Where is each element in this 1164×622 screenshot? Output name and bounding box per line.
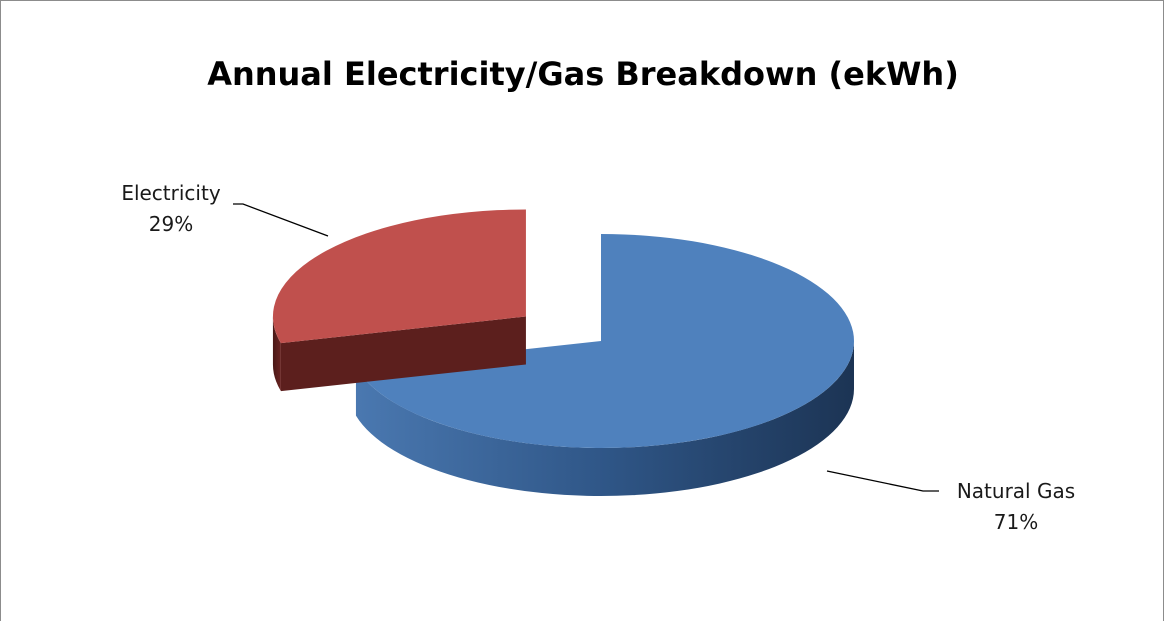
leader-line-natural-gas (826, 470, 939, 492)
data-label-name-natural-gas: Natural Gas (957, 479, 1075, 503)
data-label-value-electricity: 29% (149, 212, 193, 236)
data-label-value-natural-gas: 71% (994, 510, 1038, 534)
data-label-name-electricity: Electricity (121, 181, 221, 205)
chart-title: Annual Electricity/Gas Breakdown (ekWh) (207, 55, 959, 93)
pie-slice-electricity (272, 209, 526, 392)
leader-line-electricity (233, 203, 329, 237)
pie-slice-natural-gas (355, 234, 854, 497)
